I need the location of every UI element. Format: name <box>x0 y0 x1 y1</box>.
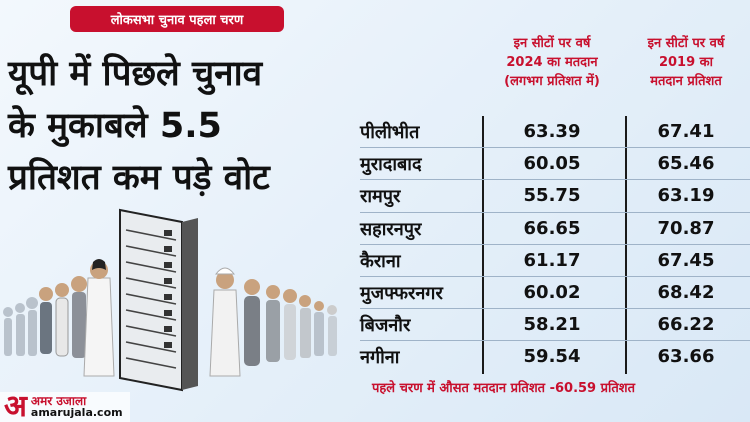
category-tag: लोकसभा चुनाव पहला चरण <box>70 6 284 32</box>
seat-name: बिजनौर <box>360 315 411 337</box>
column-header-line: 2019 का <box>658 55 714 70</box>
turnout-2024-value: 58.21 <box>523 314 581 336</box>
headline-line: के मुकाबले 5.5 <box>8 106 222 146</box>
column-header-line: इन सीटों पर वर्ष <box>513 36 591 51</box>
logo-mark: अ <box>4 389 27 422</box>
column-header-line: 2024 का मतदान <box>506 55 598 70</box>
voter-figures-left-icon <box>39 259 115 377</box>
turnout-2024-value: 60.02 <box>523 281 581 303</box>
column-header-line: (लगभग प्रतिशत में) <box>504 74 600 89</box>
table-row: मुरादाबाद 60.05 65.46 <box>360 148 750 181</box>
headline-line: यूपी में पिछले चुनाव <box>8 54 263 94</box>
evm-machine-icon <box>119 208 198 392</box>
voter-figures-right-icon <box>209 267 337 377</box>
turnout-2019-value: 67.45 <box>657 249 715 271</box>
turnout-2019-value: 68.42 <box>657 281 715 303</box>
turnout-2019-value: 63.66 <box>657 346 715 368</box>
table-row: सहारनपुर 66.65 70.87 <box>360 213 750 245</box>
voter-queue-icon <box>3 297 38 356</box>
seat-name: कैराना <box>360 250 401 272</box>
voters-evm-illustration <box>3 208 337 392</box>
amarujala-logo: अ अमर उजाला amarujala.com <box>0 392 130 422</box>
table-row: नगीना 59.54 63.66 <box>360 341 750 373</box>
turnout-2024-value: 61.17 <box>523 249 581 271</box>
table-row: कैराना 61.17 67.45 <box>360 245 750 277</box>
turnout-2019-value: 67.41 <box>657 121 715 142</box>
table-row: मुजफ्फरनगर 60.02 68.42 <box>360 277 750 310</box>
turnout-2024-value: 59.54 <box>523 346 581 368</box>
table-row: पीलीभीत 63.39 67.41 <box>360 116 750 149</box>
turnout-2019-value: 63.19 <box>657 185 715 207</box>
results-table: पीलीभीत 63.39 67.41 मुरादाबाद 60.05 65.46 रामप… <box>360 116 750 374</box>
seat-name: रामपुर <box>360 186 401 208</box>
column-header-2019: इन सीटों पर वर्ष 2019 का मतदान प्रतिशत <box>626 34 746 91</box>
column-divider <box>625 116 627 374</box>
column-header-line: इन सीटों पर वर्ष <box>647 36 725 51</box>
turnout-2019-value: 70.87 <box>657 217 715 239</box>
seat-name: सहारनपुर <box>360 218 422 240</box>
seat-name: मुरादाबाद <box>360 154 422 176</box>
turnout-2024-value: 60.05 <box>523 153 581 175</box>
turnout-2024-value: 55.75 <box>523 185 581 207</box>
column-header-line: मतदान प्रतिशत <box>650 74 722 89</box>
column-divider <box>482 116 484 374</box>
headline: यूपी में पिछले चुनाव के मुकाबले 5.5 प्रत… <box>8 48 348 204</box>
table-row: रामपुर 55.75 63.19 <box>360 180 750 213</box>
headline-line: प्रतिशत कम पड़े वोट <box>8 158 270 198</box>
turnout-2024-value: 66.65 <box>523 217 581 239</box>
seat-name: नगीना <box>360 347 400 369</box>
turnout-2019-value: 65.46 <box>657 153 715 175</box>
average-turnout-note: पहले चरण में औसत मतदान प्रतिशत -60.59 प्… <box>372 381 636 396</box>
table-row: बिजनौर 58.21 66.22 <box>360 309 750 342</box>
column-header-2024: इन सीटों पर वर्ष 2024 का मतदान (लगभग प्र… <box>484 34 620 91</box>
seat-name: मुजफ्फरनगर <box>360 282 443 304</box>
logo-site: amarujala.com <box>30 406 123 419</box>
seat-name: पीलीभीत <box>360 122 420 143</box>
logo-hindi: अमर उजाला <box>30 394 87 408</box>
turnout-2024-value: 63.39 <box>523 121 581 142</box>
turnout-2019-value: 66.22 <box>657 314 715 336</box>
